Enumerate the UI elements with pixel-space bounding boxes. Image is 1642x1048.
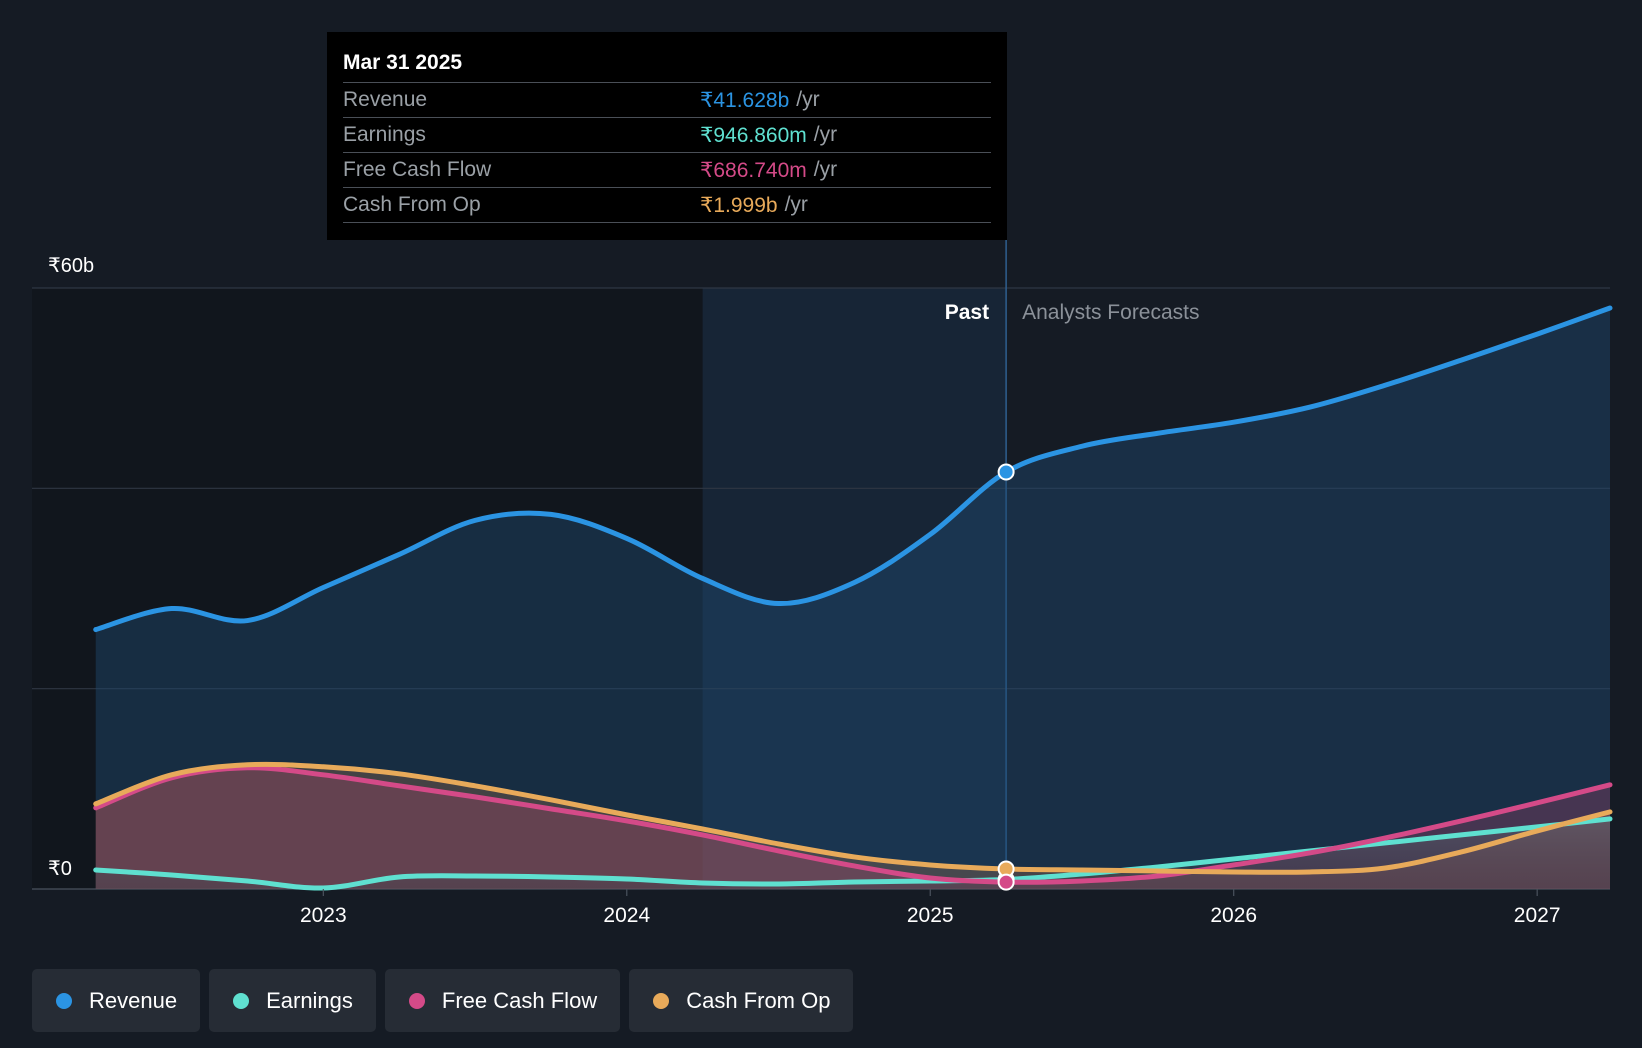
legend-item-revenue[interactable]: Revenue (32, 969, 201, 1032)
tooltip-unit: /yr (784, 193, 808, 216)
x-axis-label: 2023 (300, 904, 347, 927)
x-axis-label: 2026 (1210, 904, 1257, 927)
legend-label: Earnings (266, 987, 353, 1013)
tooltip-row-free-cash-flow: Free Cash Flow ₹686.740m /yr (343, 152, 991, 187)
earnings-line (93, 816, 1613, 891)
tooltip-value: ₹686.740m (700, 158, 807, 182)
tooltip-row-earnings: Earnings ₹946.860m /yr (343, 117, 991, 152)
free-cash-flow-line (93, 765, 1613, 885)
tooltip-row-cash-from-op: Cash From Op ₹1.999b /yr (343, 187, 991, 223)
y-axis-label: ₹0 (48, 858, 72, 880)
tooltip-row-revenue: Revenue ₹41.628b /yr (343, 82, 991, 117)
x-axis-label: 2024 (603, 904, 650, 927)
legend-item-free-cash-flow[interactable]: Free Cash Flow (384, 969, 621, 1032)
cash-from-op-line (93, 761, 1613, 875)
tooltip-label: Earnings (343, 123, 426, 146)
tooltip-date: Mar 31 2025 (343, 51, 463, 74)
forecast-label: Analysts Forecasts (1022, 301, 1199, 324)
legend-item-earnings[interactable]: Earnings (209, 969, 376, 1032)
past-label: Past (945, 301, 989, 324)
tooltip-value: ₹1.999b (700, 193, 778, 217)
tooltip-label: Free Cash Flow (343, 158, 492, 181)
legend-label: Free Cash Flow (441, 987, 598, 1013)
earnings-dot-icon (233, 992, 250, 1009)
tooltip-label: Cash From Op (343, 193, 481, 216)
highlight-band (702, 288, 1007, 889)
revenue-dot-icon (56, 992, 72, 1009)
tooltip-value: ₹946.860m (700, 123, 807, 147)
y-axis-label: ₹60b (48, 255, 94, 277)
revenue-marker (997, 463, 1015, 481)
revenue-line (93, 305, 1613, 633)
x-axis-label: 2027 (1514, 904, 1561, 927)
tooltip-unit: /yr (813, 123, 838, 146)
legend: Revenue Earnings Free Cash Flow Cash Fro… (32, 969, 854, 1032)
legend-item-cash-from-op[interactable]: Cash From Op (629, 969, 854, 1032)
tooltip-value: ₹41.628b (700, 88, 790, 112)
tooltip-unit: /yr (813, 158, 838, 181)
tooltip-unit: /yr (796, 88, 820, 111)
tooltip: Mar 31 2025 Revenue ₹41.628b /yr Earning… (327, 32, 1007, 240)
tooltip-label: Revenue (343, 88, 428, 111)
revenue-area (95, 308, 1610, 889)
x-axis-label: 2025 (907, 904, 954, 927)
cash-from-op-dot-icon (653, 992, 670, 1009)
free-cash-flow-dot-icon (408, 992, 425, 1009)
legend-label: Cash From Op (686, 987, 831, 1013)
free-cash-flow-marker (997, 873, 1015, 891)
legend-label: Revenue (89, 987, 178, 1013)
